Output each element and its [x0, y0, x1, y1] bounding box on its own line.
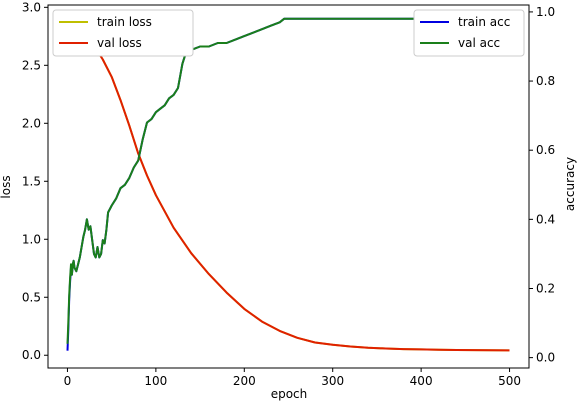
plot-frame [47, 4, 530, 369]
legend-entry-val-loss: val loss [97, 36, 142, 50]
y-left-tick-label: 2.5 [22, 58, 41, 72]
x-axis-label: epoch [271, 387, 308, 401]
series-train-acc-line [66, 17, 510, 351]
y-right-axis-label: accuracy [563, 157, 577, 211]
x-tick-label: 0 [64, 374, 72, 388]
y-right-tick-label: 1.0 [536, 5, 555, 19]
y-left-axis-label: loss [0, 175, 13, 198]
y-left-tick-label: 0.0 [22, 348, 41, 362]
legend-entry-val-acc: val acc [458, 36, 500, 50]
x-tick-label: 200 [233, 374, 256, 388]
legend-right: train acc val acc [413, 9, 525, 57]
y-right-tick-label: 0.8 [536, 74, 555, 88]
y-left-tick-label: 1.5 [22, 174, 41, 188]
y-right-ticks: 0.0 0.2 0.4 0.6 0.8 1.0 [529, 5, 555, 365]
x-tick-label: 100 [144, 374, 167, 388]
series-train-loss-line [66, 18, 510, 352]
y-right-tick-label: 0.6 [536, 143, 555, 157]
legend-entry-train-acc: train acc [458, 15, 510, 29]
legend-entry-train-loss: train loss [97, 15, 152, 29]
series-layer [66, 17, 510, 352]
y-left-ticks: 0.0 0.5 1.0 1.5 2.0 2.5 3.0 [22, 0, 48, 362]
x-ticks: 0 100 200 300 400 500 [64, 368, 521, 388]
x-tick-label: 500 [498, 374, 521, 388]
series-val-loss-line [66, 18, 510, 352]
series-val-acc-line [66, 17, 510, 344]
x-tick-label: 300 [321, 374, 344, 388]
y-left-tick-label: 2.0 [22, 116, 41, 130]
y-right-tick-label: 0.2 [536, 281, 555, 295]
y-left-tick-label: 1.0 [22, 232, 41, 246]
legend-left: train loss val loss [52, 9, 194, 57]
y-right-tick-label: 0.4 [536, 212, 555, 226]
x-tick-label: 400 [410, 374, 433, 388]
y-left-tick-label: 0.5 [22, 290, 41, 304]
y-right-tick-label: 0.0 [536, 351, 555, 365]
y-left-tick-label: 3.0 [22, 0, 41, 14]
